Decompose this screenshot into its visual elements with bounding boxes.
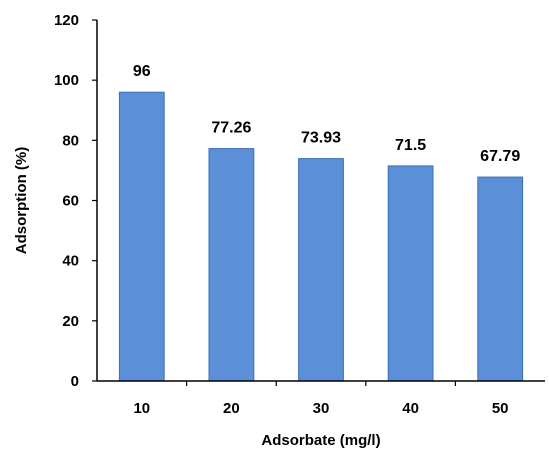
bars bbox=[118, 91, 524, 382]
data-label-10: 96 bbox=[133, 63, 151, 80]
x-tick-label-50: 50 bbox=[492, 400, 509, 417]
x-tick-labels: 10 20 30 40 50 bbox=[133, 400, 508, 417]
x-tick-label-40: 40 bbox=[402, 400, 419, 417]
data-label-50: 67.79 bbox=[480, 148, 520, 165]
x-tick-label-20: 20 bbox=[223, 400, 240, 417]
data-label-30: 73.93 bbox=[301, 130, 341, 147]
y-tick-label-20: 20 bbox=[62, 313, 79, 330]
data-label-20: 77.26 bbox=[211, 120, 251, 137]
data-labels: 96 77.26 73.93 71.5 67.79 bbox=[133, 63, 520, 165]
bar-20 bbox=[208, 148, 255, 382]
x-tick-label-30: 30 bbox=[313, 400, 330, 417]
y-tick-label-0: 0 bbox=[71, 373, 79, 390]
axes bbox=[92, 19, 545, 386]
bar-40 bbox=[387, 165, 434, 382]
x-tick-label-10: 10 bbox=[133, 400, 150, 417]
y-tick-label-120: 120 bbox=[54, 12, 79, 29]
data-label-40: 71.5 bbox=[395, 137, 426, 154]
y-tick-label-40: 40 bbox=[62, 253, 79, 270]
bar-50 bbox=[477, 176, 524, 382]
y-axis-title: Adsorption (%) bbox=[13, 147, 30, 254]
y-tick-label-100: 100 bbox=[54, 72, 79, 89]
x-axis-title: Adsorbate (mg/l) bbox=[261, 432, 380, 449]
y-tick-label-60: 60 bbox=[62, 193, 79, 210]
y-tick-labels: 0 20 40 60 80 100 120 bbox=[54, 12, 79, 390]
bar-30 bbox=[298, 158, 344, 382]
y-tick-label-80: 80 bbox=[62, 132, 79, 149]
bar-10 bbox=[118, 91, 165, 382]
